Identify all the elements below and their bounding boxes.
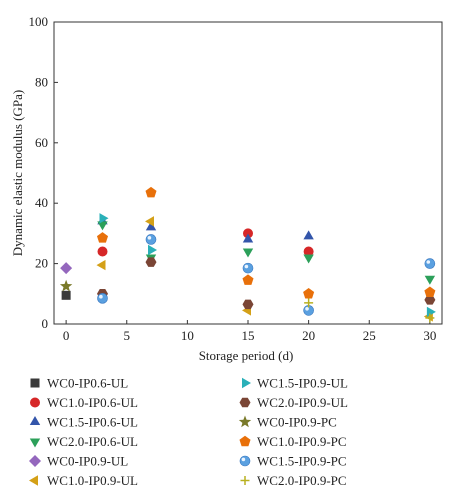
- data-point: [99, 213, 109, 224]
- data-point: [424, 295, 436, 305]
- data-point: [243, 228, 253, 239]
- legend-label: WC1.5-IP0.6-UL: [47, 415, 138, 430]
- data-point: [303, 254, 314, 264]
- legend-marker: [239, 397, 251, 408]
- y-tick-label: 0: [42, 316, 49, 331]
- x-tick-label: 25: [363, 328, 376, 343]
- legend-marker: [239, 455, 251, 467]
- legend-item: WC1.5-IP0.9-UL: [242, 376, 348, 391]
- data-point: [424, 286, 436, 297]
- data-point: [59, 279, 73, 292]
- legend-label: WC1.0-IP0.6-UL: [47, 395, 138, 410]
- legend-item: WC1.5-IP0.6-UL: [29, 415, 138, 430]
- legend-label: WC1.0-IP0.9-UL: [47, 473, 138, 488]
- legend-marker: [29, 475, 38, 486]
- data-points: [59, 186, 436, 323]
- legend-label: WC2.0-IP0.9-PC: [257, 473, 347, 488]
- legend-label: WC2.0-IP0.9-UL: [257, 395, 348, 410]
- data-point: [145, 234, 157, 245]
- legend-marker: [30, 378, 40, 388]
- legend-item: WC1.0-IP0.9-PC: [239, 434, 347, 449]
- data-point: [145, 221, 157, 231]
- data-point: [304, 298, 314, 308]
- legend-item: WC0-IP0.6-UL: [30, 376, 128, 391]
- data-point: [61, 290, 71, 300]
- y-tick-label: 20: [35, 256, 48, 271]
- legend-label: WC0-IP0.9-PC: [257, 415, 337, 430]
- legend-item: WC1.5-IP0.9-PC: [239, 454, 347, 469]
- y-tick-label: 60: [35, 135, 48, 150]
- legend-item: WC1.0-IP0.9-UL: [29, 473, 138, 488]
- data-point: [242, 233, 254, 243]
- legend-label: WC1.5-IP0.9-UL: [257, 376, 348, 391]
- legend-label: WC0-IP0.6-UL: [47, 376, 128, 391]
- legend-label: WC0-IP0.9-UL: [47, 454, 128, 469]
- data-point: [303, 246, 314, 257]
- legend-item: WC0-IP0.9-PC: [238, 415, 337, 430]
- data-point: [145, 216, 154, 227]
- y-tick-label: 100: [29, 14, 49, 29]
- data-point: [425, 313, 435, 323]
- legend-marker: [29, 438, 41, 448]
- data-point: [242, 274, 254, 285]
- data-point: [97, 221, 108, 231]
- data-point: [60, 262, 73, 275]
- legend-item: WC1.0-IP0.6-UL: [30, 395, 138, 410]
- legend-marker: [238, 415, 252, 428]
- axis-ticks: 0 5 10 15 20 25 30 0 20 40 60 80 100: [29, 14, 437, 343]
- data-point: [303, 288, 315, 299]
- x-tick-label: 30: [423, 328, 436, 343]
- x-tick-label: 0: [63, 328, 70, 343]
- legend-item: WC2.0-IP0.6-UL: [29, 434, 138, 449]
- data-point: [424, 275, 436, 285]
- data-point: [242, 248, 254, 258]
- data-point: [96, 232, 109, 243]
- data-point: [97, 246, 108, 257]
- legend-item: WC2.0-IP0.9-UL: [239, 395, 348, 410]
- y-tick-label: 40: [35, 195, 48, 210]
- data-point: [96, 259, 106, 271]
- legend-item: WC0-IP0.9-UL: [29, 454, 128, 469]
- legend-marker: [29, 455, 41, 467]
- y-tick-label: 80: [35, 74, 48, 89]
- data-point: [424, 258, 436, 269]
- legend-marker: [240, 476, 250, 485]
- legend-marker: [30, 397, 40, 408]
- data-point: [242, 262, 254, 274]
- x-axis-title: Storage period (d): [199, 348, 294, 363]
- data-point: [242, 299, 254, 310]
- x-tick-label: 15: [242, 328, 255, 343]
- x-tick-label: 10: [181, 328, 194, 343]
- data-point: [303, 230, 314, 240]
- legend-label: WC1.5-IP0.9-PC: [257, 454, 347, 469]
- data-point: [148, 244, 157, 256]
- legend-marker: [239, 435, 251, 447]
- legend-label: WC2.0-IP0.6-UL: [47, 434, 138, 449]
- x-tick-label: 20: [302, 328, 315, 343]
- x-tick-label: 5: [124, 328, 131, 343]
- legend: WC0-IP0.6-UL WC1.0-IP0.6-UL WC1.5-IP0.6-UL…: [29, 376, 348, 488]
- data-point: [145, 186, 157, 198]
- legend-marker: [29, 416, 41, 425]
- legend-label: WC1.0-IP0.9-PC: [257, 434, 347, 449]
- y-axis-title: Dynamic elastic modulus (GPa): [10, 90, 25, 256]
- data-point: [97, 293, 108, 304]
- data-point: [145, 257, 157, 267]
- legend-item: WC2.0-IP0.9-PC: [240, 473, 347, 488]
- legend-marker: [242, 377, 251, 389]
